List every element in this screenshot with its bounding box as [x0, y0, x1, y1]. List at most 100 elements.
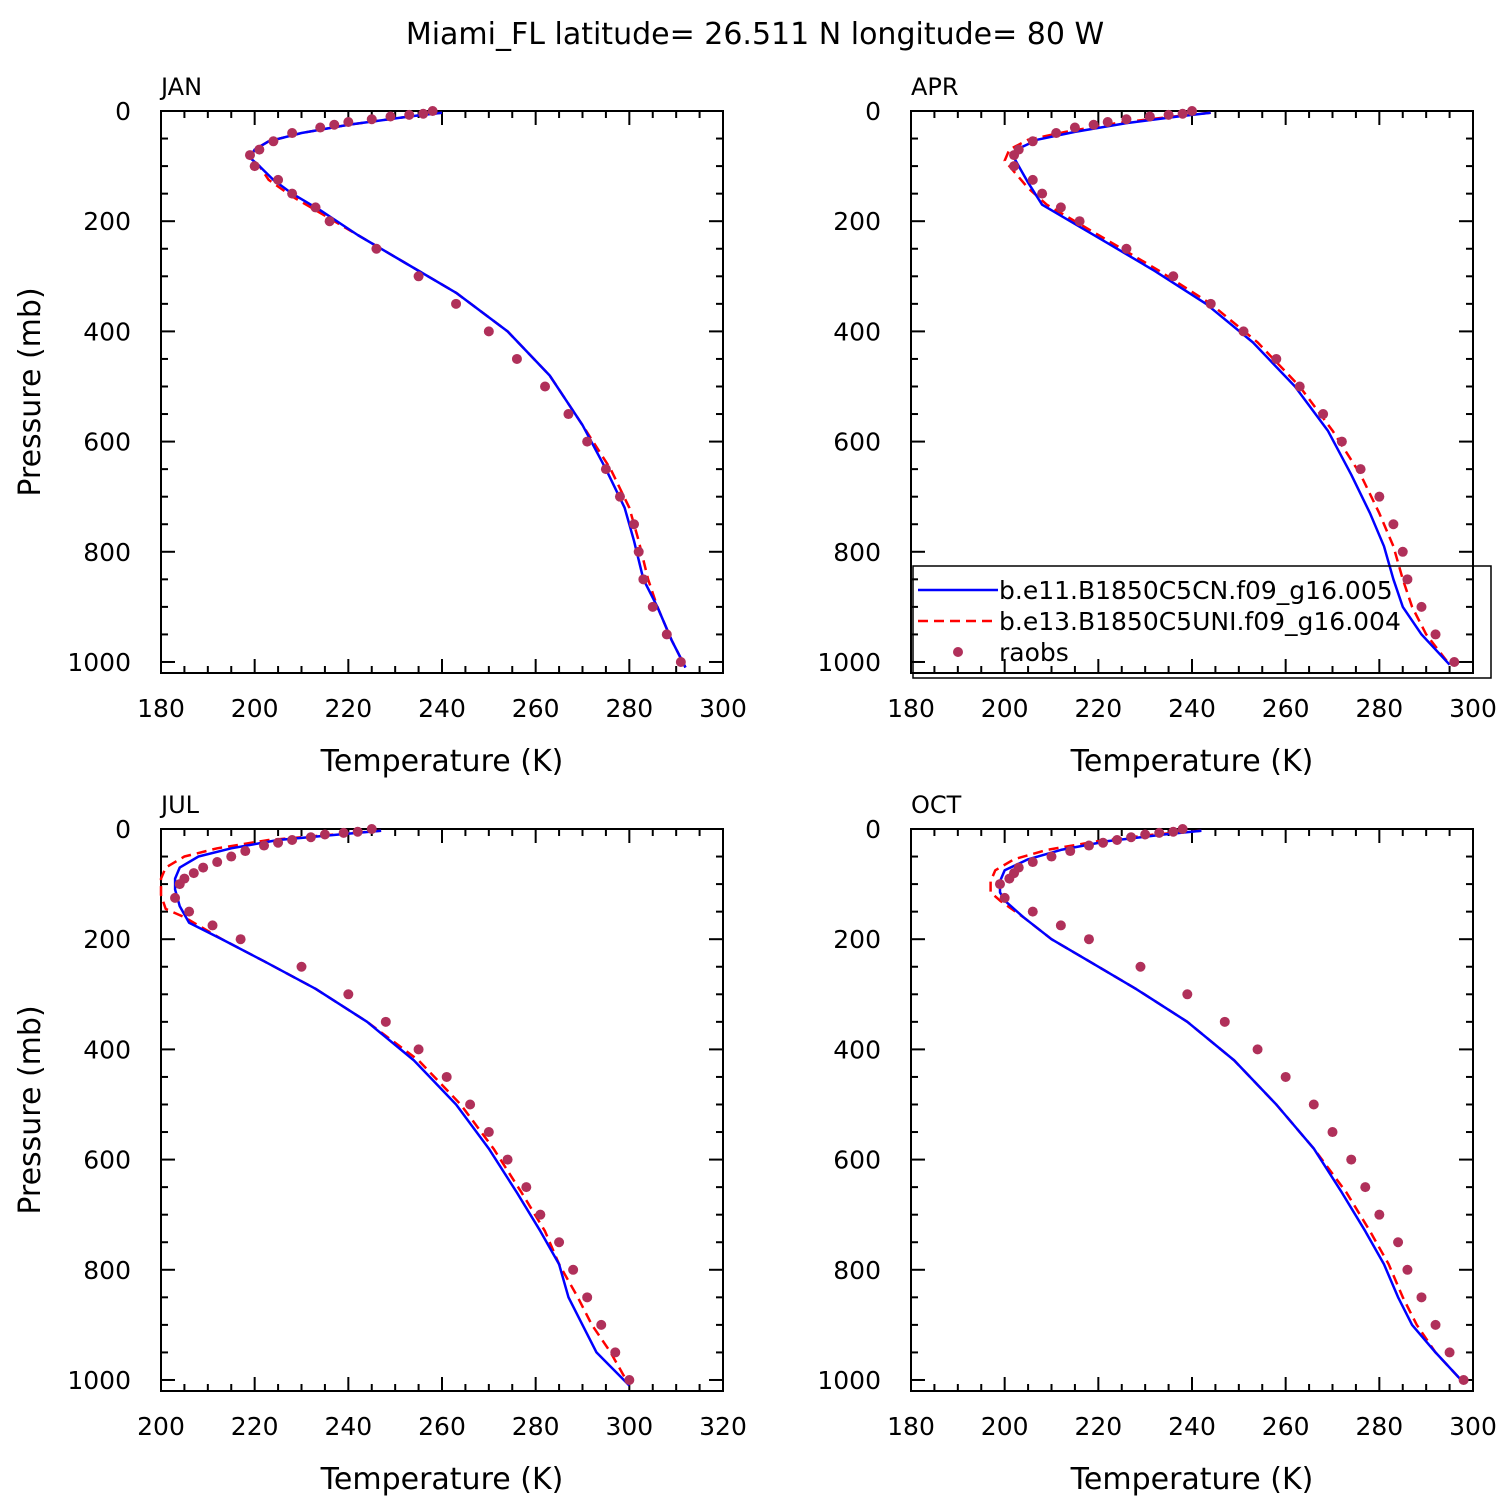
oct-raobs-point: [1177, 824, 1188, 834]
jan-raobs-point: [629, 519, 640, 530]
jan-x-tick-label: 200: [231, 694, 279, 723]
jan-y-tick-label: 400: [83, 317, 131, 346]
apr-x-tick-label: 300: [1449, 694, 1497, 723]
jul-panel-title: JUL: [159, 791, 200, 819]
jul-raobs-point: [352, 826, 363, 837]
jan-raobs-point: [371, 243, 382, 254]
jul-raobs-point: [413, 1044, 424, 1055]
jul-raobs-point: [184, 906, 195, 917]
jan-raobs-point: [418, 108, 429, 119]
jul-x-tick-label: 220: [231, 1412, 279, 1441]
oct-raobs-point: [1219, 1016, 1230, 1027]
jan-raobs-point: [427, 106, 438, 116]
jul-y-axis-label: Pressure (mb): [13, 1005, 48, 1214]
apr-raobs-point: [1336, 436, 1347, 447]
jan-raobs-point: [633, 546, 644, 557]
jan-raobs-point: [287, 128, 298, 139]
jul-x-tick-label: 320: [699, 1412, 747, 1441]
apr-raobs-point: [1027, 174, 1038, 185]
jul-y-tick-label: 1000: [67, 1366, 131, 1395]
panel-jul: 200 220 240 260 280 300 320 0 200 400 600 800 1000 JU…: [13, 791, 747, 1497]
jan-x-tick-label: 280: [605, 694, 653, 723]
jul-raobs-point: [338, 827, 349, 838]
apr-x-axis-label: Temperature (K): [1070, 744, 1314, 779]
oct-raobs-point: [1027, 857, 1038, 868]
oct-raobs-point: [1055, 920, 1066, 931]
jul-x-tick-label: 240: [324, 1412, 372, 1441]
apr-series-b-e11-line: [1012, 111, 1451, 666]
oct-x-tick-label: 240: [1168, 1412, 1216, 1441]
jul-x-tick-label: 200: [137, 1412, 185, 1441]
jul-y-tick-label: 200: [83, 925, 131, 954]
jan-raobs-point: [413, 271, 424, 282]
jan-raobs-point: [385, 111, 396, 122]
jan-raobs-point: [287, 188, 298, 199]
jul-raobs-point: [568, 1264, 579, 1275]
oct-y-tick-label: 0: [865, 815, 881, 844]
jan-raobs-point: [315, 122, 326, 133]
panels: 180 200 220 240 260 280 300 0 200 400 600 800 1000 JA…: [13, 73, 1497, 1497]
apr-raobs-point: [1027, 136, 1038, 147]
jan-y-axis-label: Pressure (mb): [13, 287, 48, 496]
jan-raobs-point: [647, 601, 658, 612]
apr-y-tick-label: 1000: [817, 648, 881, 677]
oct-raobs-point: [1402, 1264, 1413, 1275]
apr-raobs-point: [1402, 574, 1413, 585]
jan-raobs-point: [268, 136, 279, 147]
jul-y-tick-label: 600: [83, 1146, 131, 1175]
apr-raobs-point: [1238, 326, 1249, 337]
legend: b.e11.B1850C5CN.f09_g16.005b.e13.B1850C5…: [912, 565, 1492, 679]
apr-x-tick-label: 280: [1355, 694, 1403, 723]
oct-raobs-point: [1065, 846, 1076, 857]
oct-raobs-point: [1135, 961, 1146, 972]
apr-y-tick-label: 800: [833, 538, 881, 567]
jul-x-tick-label: 280: [512, 1412, 560, 1441]
oct-y-tick-label: 600: [833, 1146, 881, 1175]
jan-raobs-point: [563, 409, 574, 420]
jul-raobs-point: [212, 857, 223, 868]
jan-panel-title: JAN: [159, 73, 202, 101]
apr-x-tick-label: 260: [1262, 694, 1310, 723]
apr-y-tick-label: 0: [865, 97, 881, 126]
jan-raobs-point: [254, 144, 265, 155]
jul-raobs-point: [596, 1319, 607, 1330]
panel-apr: 180 200 220 240 260 280 300 0 200 400 600 800 1000 AP…: [817, 73, 1496, 779]
apr-raobs-point: [1449, 656, 1460, 667]
oct-x-tick-label: 280: [1355, 1412, 1403, 1441]
jan-y-tick-label: 1000: [67, 648, 131, 677]
oct-series-b-e13-line: [989, 829, 1465, 1384]
apr-raobs-point: [1416, 601, 1427, 612]
panel-oct: 180 200 220 240 260 280 300 0 200 400 600 800 1000 OC…: [817, 791, 1496, 1497]
jul-raobs-point: [273, 837, 284, 848]
apr-raobs-point: [1397, 546, 1408, 557]
oct-raobs-point: [1346, 1154, 1357, 1165]
jan-raobs-point: [600, 464, 611, 475]
jul-raobs-point: [174, 879, 185, 890]
oct-raobs-point: [1308, 1099, 1319, 1110]
jul-x-tick-label: 260: [418, 1412, 466, 1441]
legend-entry-label: b.e13.B1850C5UNI.f09_g16.004: [999, 607, 1401, 636]
apr-raobs-point: [1163, 109, 1174, 120]
jan-raobs-point: [244, 150, 255, 161]
apr-x-tick-label: 200: [981, 694, 1029, 723]
jan-raobs-point: [483, 326, 494, 337]
jul-raobs-point: [240, 846, 251, 857]
apr-raobs-point: [1121, 114, 1132, 125]
apr-raobs-point: [1294, 381, 1305, 392]
apr-raobs-point: [1088, 119, 1099, 130]
oct-raobs-point: [1027, 906, 1038, 917]
jul-raobs-point: [521, 1182, 532, 1193]
apr-raobs-point: [1009, 150, 1020, 161]
jul-raobs-point: [624, 1374, 635, 1385]
jan-raobs-point: [675, 656, 686, 667]
oct-raobs-point: [994, 879, 1005, 890]
jan-raobs-point: [511, 353, 522, 364]
jan-x-tick-label: 220: [324, 694, 372, 723]
jul-raobs-point: [441, 1071, 452, 1082]
apr-raobs-point: [1388, 519, 1399, 530]
jul-raobs-point: [305, 832, 316, 843]
oct-raobs-point: [1252, 1044, 1263, 1055]
legend-entry-label: b.e11.B1850C5CN.f09_g16.005: [999, 576, 1393, 605]
oct-x-tick-label: 180: [887, 1412, 935, 1441]
jul-raobs-point: [296, 961, 307, 972]
